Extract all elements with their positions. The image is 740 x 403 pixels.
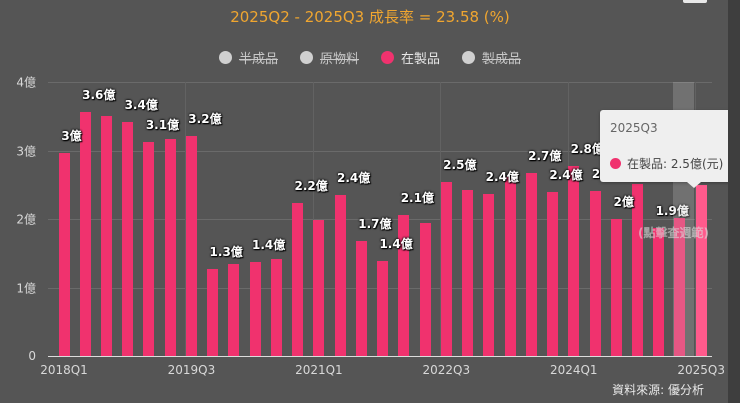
y-tick-label: 2億 bbox=[16, 212, 36, 227]
gridline bbox=[48, 150, 712, 152]
x-tick-label: 2025Q3 bbox=[677, 363, 725, 377]
x-tick-label: 2024Q1 bbox=[549, 363, 598, 377]
legend-item-work-in-progress[interactable]: 在製品 bbox=[381, 48, 440, 67]
bar-2024Q3[interactable] bbox=[610, 219, 622, 356]
bar-2020Q4[interactable] bbox=[292, 203, 304, 356]
data-label: 2.5億 bbox=[443, 158, 477, 172]
data-label: 1.4億 bbox=[252, 238, 286, 253]
bar-2018Q4[interactable] bbox=[122, 121, 134, 356]
bar-2022Q3[interactable] bbox=[440, 182, 452, 356]
bar-2018Q3[interactable] bbox=[100, 116, 112, 356]
data-label: 1.7億 bbox=[358, 216, 392, 231]
bar-2021Q4[interactable] bbox=[377, 260, 389, 356]
data-label: 2.8億 bbox=[570, 142, 604, 157]
tooltip-row: 在製品: 2.5億(元) bbox=[610, 155, 723, 172]
bar-2023Q1[interactable] bbox=[483, 193, 495, 356]
bar-2021Q3[interactable] bbox=[355, 240, 367, 356]
data-label: 2.4億 bbox=[549, 168, 583, 183]
data-label: 2.4億 bbox=[336, 171, 371, 186]
legend: 半成品 原物料 在製品 製成品 bbox=[0, 48, 740, 67]
vertical-gridline bbox=[312, 82, 314, 356]
y-tick-label: 4億 bbox=[16, 75, 36, 90]
bar-2018Q1[interactable] bbox=[58, 152, 70, 356]
y-tick-label: 0 bbox=[28, 349, 36, 363]
bar-2022Q2[interactable] bbox=[419, 223, 431, 356]
data-source: 資料來源: 優分析 bbox=[612, 383, 704, 397]
data-label: 2.2億 bbox=[294, 179, 328, 194]
legend-dot-icon bbox=[381, 51, 394, 64]
legend-dot-icon bbox=[462, 51, 476, 64]
gridline bbox=[48, 219, 712, 220]
legend-item-finished-goods[interactable]: 製成品 bbox=[462, 48, 521, 67]
x-tick-label: 2019Q3 bbox=[167, 363, 216, 377]
click-hint[interactable]: (點擊查週範) bbox=[638, 226, 709, 240]
data-label: 1.4億 bbox=[379, 236, 413, 251]
top-button[interactable] bbox=[683, 0, 707, 3]
bar-2018Q2[interactable] bbox=[79, 112, 91, 356]
bar-2023Q4[interactable] bbox=[547, 192, 559, 356]
tooltip-title: 2025Q3 bbox=[610, 121, 658, 135]
series-dot-icon bbox=[610, 158, 621, 169]
bar-2020Q2[interactable] bbox=[249, 262, 261, 356]
legend-item-semi-finished[interactable]: 半成品 bbox=[218, 48, 278, 67]
data-label: 3.4億 bbox=[124, 97, 158, 112]
bar-2025Q3[interactable] bbox=[695, 184, 707, 356]
legend-item-raw-materials[interactable]: 原物料 bbox=[299, 48, 359, 67]
data-label: 2.4億 bbox=[485, 169, 519, 184]
y-tick-label: 3億 bbox=[16, 144, 36, 158]
data-label: 2.1億 bbox=[400, 190, 434, 205]
data-label: 2.7億 bbox=[528, 149, 562, 164]
data-label: 2億 bbox=[613, 195, 634, 209]
bar-2019Q4[interactable] bbox=[207, 269, 219, 356]
legend-label: 在製品 bbox=[401, 52, 441, 67]
bar-2024Q1[interactable] bbox=[568, 166, 580, 356]
bar-2025Q2[interactable] bbox=[674, 217, 686, 356]
data-label: 3.1億 bbox=[145, 118, 180, 133]
bar-2021Q2[interactable] bbox=[334, 195, 346, 356]
bar-2024Q2[interactable] bbox=[589, 190, 601, 356]
x-tick-label: 2022Q3 bbox=[422, 363, 471, 377]
legend-dot-icon bbox=[299, 51, 313, 64]
bar-2022Q1[interactable] bbox=[398, 214, 410, 356]
bar-2020Q3[interactable] bbox=[270, 258, 282, 356]
y-tick-label: 1億 bbox=[16, 281, 36, 295]
chart-title: 2025Q2 - 2025Q3 成長率 = 23.58 (%) bbox=[230, 8, 510, 26]
legend-label: 原物料 bbox=[319, 52, 359, 67]
bar-2019Q2[interactable] bbox=[164, 138, 176, 356]
x-axis-line bbox=[48, 356, 712, 357]
data-label: 3億 bbox=[61, 128, 82, 143]
scrollbar[interactable] bbox=[728, 0, 740, 403]
bar-2019Q1[interactable] bbox=[143, 142, 155, 356]
bar-2025Q1[interactable] bbox=[653, 227, 665, 356]
gridline bbox=[48, 82, 712, 83]
tooltip-value: 在製品: 2.5億(元) bbox=[627, 157, 724, 171]
legend-label: 半成品 bbox=[238, 52, 278, 67]
bar-2023Q3[interactable] bbox=[525, 173, 537, 356]
bar-2021Q1[interactable] bbox=[313, 219, 325, 356]
legend-dot-icon bbox=[218, 51, 232, 64]
bar-2020Q1[interactable] bbox=[228, 264, 240, 356]
tooltip-arrow-icon bbox=[687, 182, 701, 188]
data-label: 1.9億 bbox=[655, 203, 689, 218]
bar-2022Q4[interactable] bbox=[462, 190, 474, 356]
x-tick-label: 2021Q1 bbox=[295, 363, 343, 377]
legend-label: 製成品 bbox=[482, 52, 522, 67]
bar-2023Q2[interactable] bbox=[504, 177, 516, 356]
bar-2024Q4[interactable] bbox=[631, 184, 643, 356]
x-tick-label: 2018Q1 bbox=[40, 363, 88, 377]
data-label: 3.2億 bbox=[188, 112, 222, 127]
tooltip: 2025Q3 在製品: 2.5億(元) bbox=[600, 110, 740, 182]
bar-2019Q3[interactable] bbox=[185, 136, 197, 356]
data-label: 1.3億 bbox=[209, 245, 243, 259]
data-label: 3.6億 bbox=[82, 88, 116, 103]
